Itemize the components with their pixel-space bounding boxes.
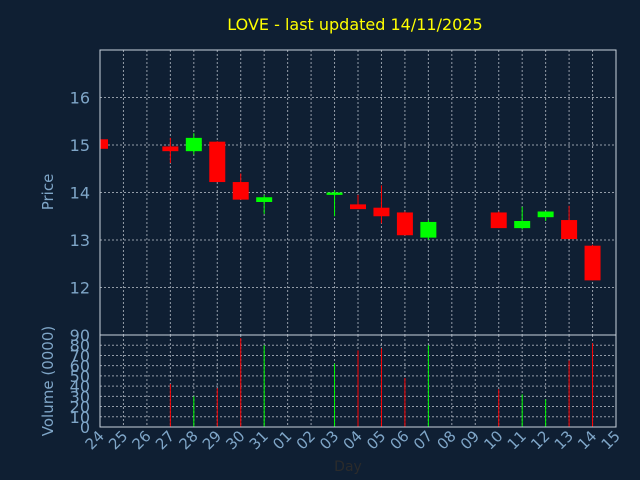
price-tick-label: 12 — [70, 279, 90, 298]
x-tick-label: 12 — [527, 427, 553, 453]
candle-body — [490, 212, 507, 229]
candle-body — [373, 207, 390, 217]
price-panel: 12 13 14 15 16 — [70, 49, 617, 336]
candle-body — [232, 182, 249, 200]
volume-tick-label: 80 — [70, 336, 90, 355]
volume-tick-label: 50 — [70, 367, 90, 386]
volume-tick-label: 20 — [70, 398, 90, 417]
x-tick-label: 14 — [574, 427, 600, 453]
price-grid — [99, 50, 617, 335]
volume-tick-label: 70 — [70, 346, 90, 365]
x-tick-label: 31 — [246, 427, 272, 453]
x-tick-label: 07 — [410, 427, 436, 453]
x-tick-label: 25 — [105, 427, 131, 453]
x-tick-label: 06 — [387, 427, 413, 453]
volume-tick-label: 90 — [70, 326, 90, 345]
x-tick-label: 26 — [129, 427, 155, 453]
x-axis-label: Day — [334, 459, 362, 475]
price-tick-label: 15 — [70, 136, 90, 155]
x-tick-label: 02 — [293, 427, 319, 453]
volume-axis-label: Volume (0000) — [39, 326, 57, 436]
x-tick-label: 15 — [598, 427, 624, 453]
x-tick-label: 03 — [316, 427, 342, 453]
price-tick-label: 14 — [70, 184, 90, 203]
candle-body — [514, 221, 531, 229]
candle-body — [185, 137, 202, 152]
x-tick-label: 30 — [222, 427, 248, 453]
x-tick-label: 01 — [269, 427, 295, 453]
volume-frame — [99, 334, 617, 428]
candle-body — [209, 141, 226, 183]
x-tick-label: 28 — [175, 427, 201, 453]
candle-body — [584, 245, 601, 281]
price-tick-label: 16 — [70, 89, 90, 108]
volume-tick-label: 10 — [70, 408, 90, 427]
chart-title: LOVE - last updated 14/11/2025 — [227, 15, 482, 34]
candle-body — [100, 139, 108, 149]
x-tick-label: 29 — [199, 427, 225, 453]
x-tick-label: 11 — [504, 427, 530, 453]
volume-tick-label: 0 — [80, 418, 90, 437]
candle-body — [396, 212, 413, 236]
x-tick-label: 09 — [457, 427, 483, 453]
candle-body — [350, 204, 366, 210]
candle-body — [420, 221, 437, 238]
candle-body — [326, 192, 343, 195]
price-tick-labels: 12 13 14 15 16 — [70, 89, 90, 298]
x-tick-label: 13 — [551, 427, 577, 453]
x-tick-labels: 2425262728293031010203040506070809101112… — [82, 427, 624, 453]
price-tick-label: 13 — [70, 231, 90, 250]
price-axis-label: Price — [39, 174, 57, 211]
volume-tick-label: 60 — [70, 357, 90, 376]
candle-body — [537, 211, 554, 218]
candle-body — [256, 197, 273, 202]
candle-body — [561, 220, 578, 240]
x-tick-label: 04 — [340, 427, 366, 453]
x-tick-label: 10 — [480, 427, 506, 453]
volume-tick-label: 30 — [70, 387, 90, 406]
candle-body — [162, 146, 179, 152]
x-tick-label: 27 — [152, 427, 178, 453]
volume-tick-label: 40 — [70, 377, 90, 396]
x-tick-label: 05 — [363, 427, 389, 453]
x-tick-label: 08 — [433, 427, 459, 453]
candles — [99, 133, 601, 281]
volume-bars — [169, 338, 594, 427]
